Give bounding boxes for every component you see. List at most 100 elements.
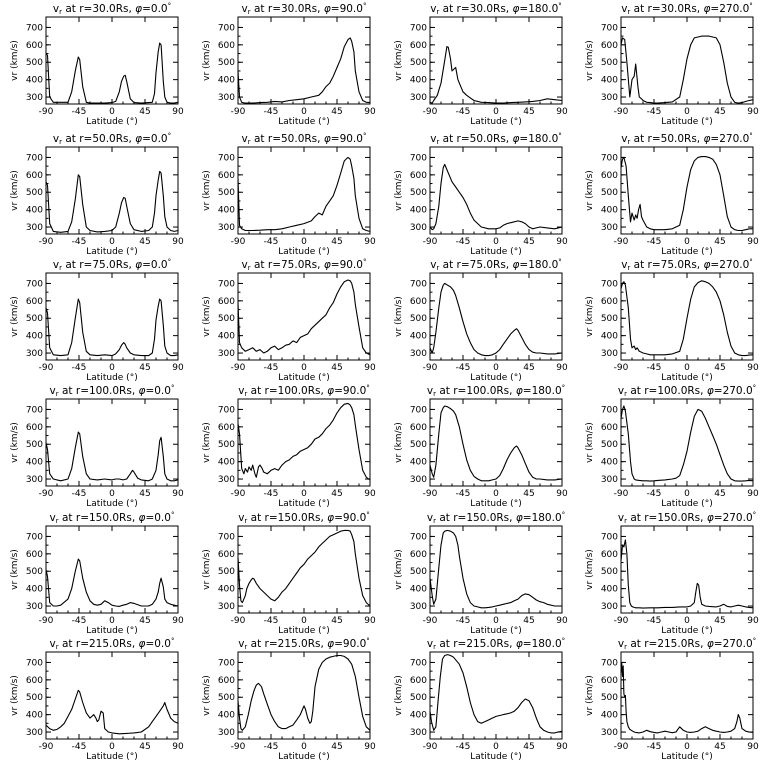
x-tick-label: -45 <box>456 237 471 247</box>
subplot-r215.0-phi270.0: vr at r=215.0Rs, φ=270.0° -90 -45 0 45 90 300 4… <box>585 637 759 762</box>
y-tick-label: 700 <box>26 23 43 33</box>
x-tick-label: 0 <box>493 363 499 373</box>
x-tick-label: 90 <box>364 107 376 117</box>
x-axis-label: Latitude (°) <box>86 117 137 127</box>
subplot-r150.0-phi270.0: vr at r=150.0Rs, φ=270.0° -90 -45 0 45 90 300 4… <box>585 511 759 636</box>
x-tick-label: -45 <box>264 616 279 626</box>
x-tick-label: 90 <box>556 489 568 499</box>
y-tick-label: 600 <box>26 676 43 686</box>
subplot-r100.0-phi180.0: vr at r=100.0Rs, φ=180.0° -90 -45 0 45 90 300 4… <box>394 384 568 509</box>
series-line <box>429 654 563 734</box>
x-tick-label: 0 <box>684 616 690 626</box>
y-tick-label: 400 <box>218 206 235 216</box>
y-tick-label: 300 <box>218 223 235 233</box>
y-tick-label: 700 <box>410 405 427 415</box>
y-tick-label: 300 <box>218 475 235 485</box>
x-axis-label: Latitude (°) <box>278 117 329 127</box>
y-tick-label: 500 <box>26 314 43 324</box>
y-tick-label: 300 <box>601 223 618 233</box>
x-tick-label: 45 <box>139 237 150 247</box>
y-tick-label: 700 <box>218 532 235 542</box>
y-tick-label: 300 <box>601 349 618 359</box>
series-line <box>429 163 563 231</box>
plot-frame <box>45 525 179 614</box>
y-tick-label: 600 <box>601 676 618 686</box>
y-axis-label: vr (km/s) <box>10 549 20 590</box>
y-tick-label: 300 <box>218 349 235 359</box>
y-tick-label: 500 <box>218 58 235 68</box>
series-line <box>45 558 179 607</box>
y-tick-label: 500 <box>218 567 235 577</box>
y-tick-label: 600 <box>26 41 43 51</box>
y-tick-label: 400 <box>601 206 618 216</box>
x-tick-label: -90 <box>231 742 246 752</box>
y-tick-label: 700 <box>26 405 43 415</box>
plot-frame <box>429 398 563 487</box>
x-tick-label: 45 <box>331 107 342 117</box>
y-axis-label: vr (km/s) <box>10 170 20 211</box>
x-tick-label: -90 <box>423 489 438 499</box>
subplot-title: vr at r=30.0Rs, φ=270.0° <box>621 2 753 16</box>
subplot-r150.0-phi90.0: vr at r=150.0Rs, φ=90.0° -90 -45 0 45 90 300 40… <box>202 511 376 636</box>
x-tick-label: 0 <box>109 363 115 373</box>
x-tick-label: 0 <box>684 363 690 373</box>
y-axis-label: vr (km/s) <box>585 422 595 463</box>
y-tick-label: 400 <box>218 711 235 721</box>
x-tick-label: 0 <box>301 363 307 373</box>
series-line <box>620 661 754 734</box>
subplot-r150.0-phi180.0: vr at r=150.0Rs, φ=180.0° -90 -45 0 45 90 300 4… <box>394 511 568 636</box>
x-tick-label: 90 <box>556 363 568 373</box>
x-tick-label: 45 <box>714 107 725 117</box>
series-line <box>45 298 179 357</box>
x-tick-label: -90 <box>231 489 246 499</box>
x-tick-label: 90 <box>364 489 376 499</box>
subplot-r50.0-phi270.0: vr at r=50.0Rs, φ=270.0° -90 -45 0 45 90 300 40… <box>585 132 759 257</box>
subplot-title: vr at r=215.0Rs, φ=180.0° <box>427 637 565 651</box>
y-tick-label: 600 <box>218 550 235 560</box>
x-tick-label: 90 <box>747 237 759 247</box>
x-tick-label: -45 <box>72 489 87 499</box>
y-tick-label: 300 <box>601 93 618 103</box>
y-tick-label: 700 <box>601 279 618 289</box>
y-tick-label: 600 <box>601 423 618 433</box>
x-tick-label: 45 <box>523 107 534 117</box>
y-axis-label: vr (km/s) <box>585 170 595 211</box>
y-tick-label: 700 <box>26 658 43 668</box>
y-tick-label: 700 <box>218 153 235 163</box>
x-tick-label: -90 <box>231 616 246 626</box>
subplot-r150.0-phi0.0: vr at r=150.0Rs, φ=0.0° -90 -45 0 45 90 300 400… <box>10 511 184 636</box>
y-tick-label: 400 <box>601 585 618 595</box>
x-tick-label: 45 <box>714 363 725 373</box>
x-axis-label: Latitude (°) <box>86 373 137 383</box>
y-tick-label: 500 <box>26 188 43 198</box>
x-tick-label: -90 <box>614 616 629 626</box>
x-tick-label: -90 <box>231 363 246 373</box>
x-tick-label: 90 <box>747 742 759 752</box>
subplot-r75.0-phi180.0: vr at r=75.0Rs, φ=180.0° -90 -45 0 45 90 300 40… <box>394 258 568 383</box>
x-tick-label: 0 <box>301 237 307 247</box>
y-tick-label: 300 <box>410 223 427 233</box>
y-tick-label: 600 <box>601 297 618 307</box>
y-tick-label: 600 <box>218 423 235 433</box>
x-tick-label: 45 <box>139 363 150 373</box>
y-tick-label: 700 <box>26 153 43 163</box>
y-tick-label: 600 <box>410 423 427 433</box>
x-tick-label: -45 <box>264 237 279 247</box>
y-tick-label: 500 <box>26 693 43 703</box>
x-tick-label: -45 <box>264 107 279 117</box>
subplot-r100.0-phi0.0: vr at r=100.0Rs, φ=0.0° -90 -45 0 45 90 300 400… <box>10 384 184 509</box>
x-axis-label: Latitude (°) <box>470 373 521 383</box>
x-tick-label: 90 <box>747 107 759 117</box>
y-axis-label: vr (km/s) <box>202 422 212 463</box>
y-tick-label: 300 <box>218 602 235 612</box>
y-tick-label: 600 <box>410 41 427 51</box>
x-tick-label: 45 <box>331 237 342 247</box>
y-tick-label: 300 <box>410 475 427 485</box>
x-tick-label: -90 <box>423 363 438 373</box>
x-tick-label: 0 <box>684 237 690 247</box>
subplot-title: vr at r=30.0Rs, φ=90.0° <box>242 2 367 16</box>
y-tick-label: 400 <box>410 585 427 595</box>
y-axis-label: vr (km/s) <box>10 675 20 716</box>
y-axis-label: vr (km/s) <box>394 549 404 590</box>
x-axis-label: Latitude (°) <box>661 752 712 762</box>
